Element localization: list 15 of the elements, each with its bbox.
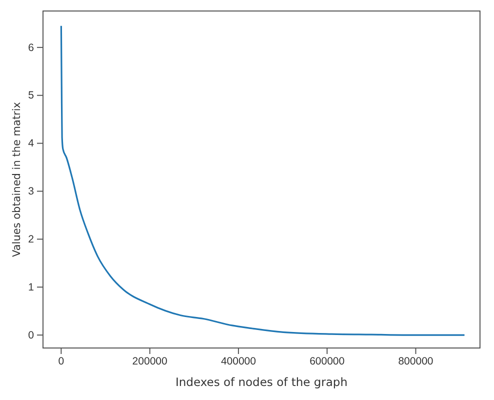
x-tick-label: 800000	[398, 355, 434, 368]
y-tick-label: 6	[28, 42, 34, 54]
y-tick-label: 4	[28, 138, 34, 150]
x-tick-label: 600000	[310, 355, 345, 368]
x-tick-label: 200000	[132, 355, 168, 368]
x-axis-title: Indexes of nodes of the graph	[175, 375, 348, 389]
y-axis-title: Values obtained in the matrix	[11, 102, 23, 258]
line-series	[60, 25, 466, 336]
y-tick-label: 2	[28, 234, 34, 246]
x-tick-label: 400000	[220, 355, 256, 368]
y-tick-label: 3	[28, 186, 34, 198]
y-tick-label: 1	[28, 281, 34, 294]
y-tick-label: 5	[28, 90, 34, 102]
x-tick-label: 0	[58, 355, 64, 368]
y-tick-label: 0	[28, 329, 34, 342]
